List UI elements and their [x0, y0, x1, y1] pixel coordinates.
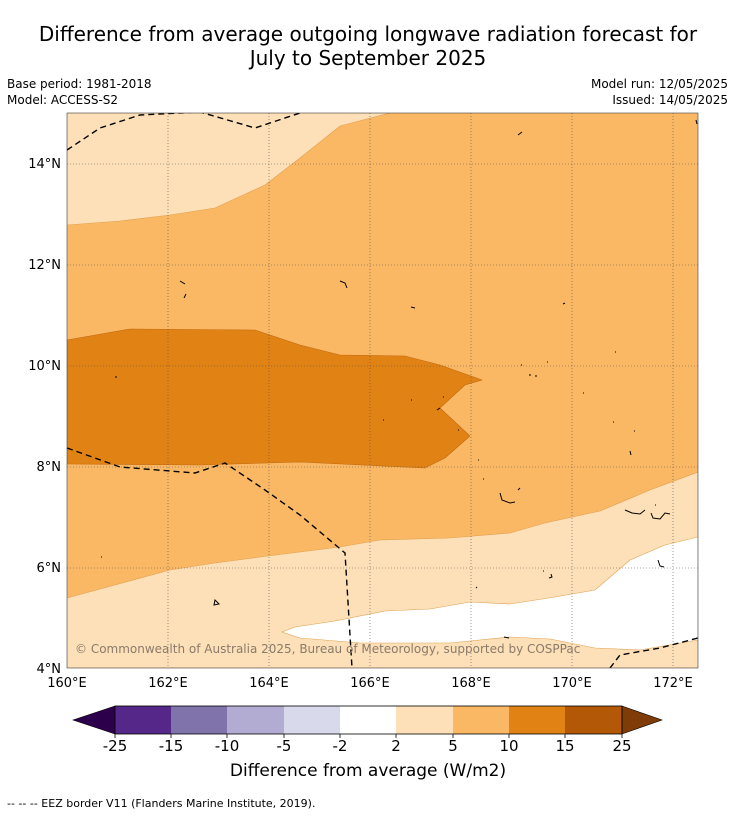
- model-run-date: Model run: 12/05/2025: [590, 77, 728, 91]
- lon-tick-170: 170°E: [552, 676, 592, 691]
- lon-tick-162: 162°E: [148, 676, 188, 691]
- colorbar-bin-7: [453, 706, 509, 734]
- colorbar-ticks: [114, 734, 623, 738]
- lon-tick-160: 160°E: [47, 676, 87, 691]
- map-frame: [66, 112, 699, 669]
- colorbar-label-2: 2: [391, 737, 401, 755]
- field-10-to-15: [67, 328, 483, 469]
- colorbar-bin-3: [227, 706, 284, 734]
- colorbar-bin-6: [396, 706, 453, 734]
- gridlines: [67, 113, 698, 668]
- base-period: Base period: 1981-2018: [7, 77, 152, 91]
- colorbar-frame: [114, 705, 623, 735]
- colorbar-min-extend: [72, 705, 116, 735]
- colorbar-label-neg2: -2: [333, 737, 348, 755]
- colorbar: -25 -15 -10 -5 -2 2 5 10 15 25: [72, 705, 663, 755]
- issued-date: Issued: 14/05/2025: [612, 93, 728, 107]
- lat-tick-14: 14°N: [28, 157, 61, 172]
- map-fields: © Commonwealth of Australia 2025, Bureau…: [67, 113, 698, 668]
- meta-left: Base period: 1981-2018 Model: ACCESS-S2: [7, 76, 152, 108]
- colorbar-bin-2: [171, 706, 227, 734]
- title-line-1: Difference from average outgoing longwav…: [38, 22, 698, 46]
- lon-tick-labels: 160°E 162°E 164°E 166°E 168°E 170°E 172°…: [47, 676, 693, 691]
- lon-tick-166: 166°E: [350, 676, 390, 691]
- lat-tick-4: 4°N: [37, 662, 62, 677]
- colorbar-bin-1: [115, 706, 171, 734]
- field-neutral: [281, 536, 698, 651]
- colorbar-label-neg15: -15: [159, 737, 184, 755]
- lon-tick-172: 172°E: [653, 676, 693, 691]
- eez-border: [67, 113, 698, 668]
- colorbar-title: Difference from average (W/m2): [229, 761, 507, 781]
- colorbar-label-25: 25: [612, 737, 631, 755]
- lon-tick-164: 164°E: [249, 676, 289, 691]
- colorbar-label-neg5: -5: [277, 737, 292, 755]
- title-line-2: July to September 2025: [249, 46, 487, 70]
- copyright-notice: © Commonwealth of Australia 2025, Bureau…: [75, 642, 580, 656]
- lat-tick-10: 10°N: [28, 359, 61, 374]
- colorbar-max-extend: [621, 705, 663, 735]
- model-name: Model: ACCESS-S2: [7, 93, 119, 107]
- colorbar-label-5: 5: [448, 737, 458, 755]
- colorbar-label-neg10: -10: [215, 737, 240, 755]
- colorbar-bin-9: [565, 706, 622, 734]
- islands: [101, 119, 698, 639]
- meta-right: Model run: 12/05/2025 Issued: 14/05/2025: [591, 76, 728, 108]
- colorbar-label-neg25: -25: [103, 737, 128, 755]
- chart-title: Difference from average outgoing longwav…: [0, 22, 736, 70]
- eez-footnote: -- -- -- EEZ border V11 (Flanders Marine…: [7, 797, 316, 810]
- colorbar-label-10: 10: [499, 737, 518, 755]
- colorbar-bin-4: [284, 706, 340, 734]
- lat-tick-8: 8°N: [37, 460, 62, 475]
- colorbar-label-15: 15: [555, 737, 574, 755]
- colorbar-bin-8: [509, 706, 565, 734]
- lat-tick-12: 12°N: [28, 258, 61, 273]
- lon-tick-168: 168°E: [451, 676, 491, 691]
- lat-tick-6: 6°N: [37, 561, 62, 576]
- colorbar-bin-5: [340, 706, 396, 734]
- lat-tick-labels: 14°N 12°N 10°N 8°N 6°N 4°N: [28, 157, 61, 677]
- field-2-to-5-north: [67, 113, 391, 226]
